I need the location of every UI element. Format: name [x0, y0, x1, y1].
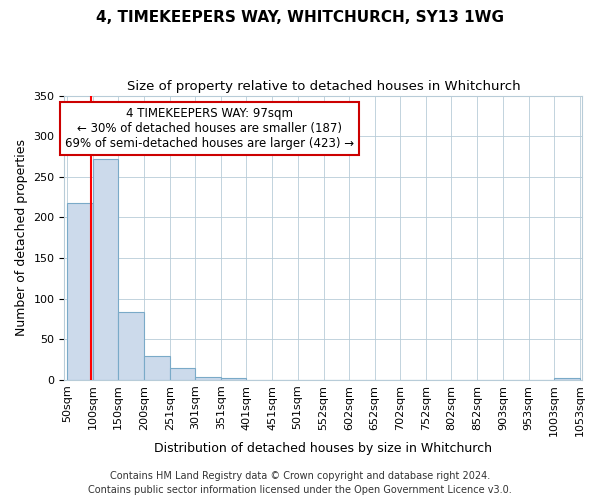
Y-axis label: Number of detached properties: Number of detached properties [15, 139, 28, 336]
Bar [554, 378, 580, 380]
Title: Size of property relative to detached houses in Whitchurch: Size of property relative to detached ho… [127, 80, 520, 93]
Bar [92, 159, 118, 380]
Text: 4 TIMEKEEPERS WAY: 97sqm
← 30% of detached houses are smaller (187)
69% of semi-: 4 TIMEKEEPERS WAY: 97sqm ← 30% of detach… [65, 107, 354, 150]
Text: 4, TIMEKEEPERS WAY, WHITCHURCH, SY13 1WG: 4, TIMEKEEPERS WAY, WHITCHURCH, SY13 1WG [96, 10, 504, 25]
Bar [170, 368, 195, 380]
Text: Contains HM Land Registry data © Crown copyright and database right 2024.
Contai: Contains HM Land Registry data © Crown c… [88, 471, 512, 495]
Bar [143, 356, 170, 380]
Bar [118, 312, 143, 380]
Bar [67, 203, 92, 380]
Bar [221, 378, 247, 380]
Bar [195, 376, 221, 380]
X-axis label: Distribution of detached houses by size in Whitchurch: Distribution of detached houses by size … [154, 442, 493, 455]
